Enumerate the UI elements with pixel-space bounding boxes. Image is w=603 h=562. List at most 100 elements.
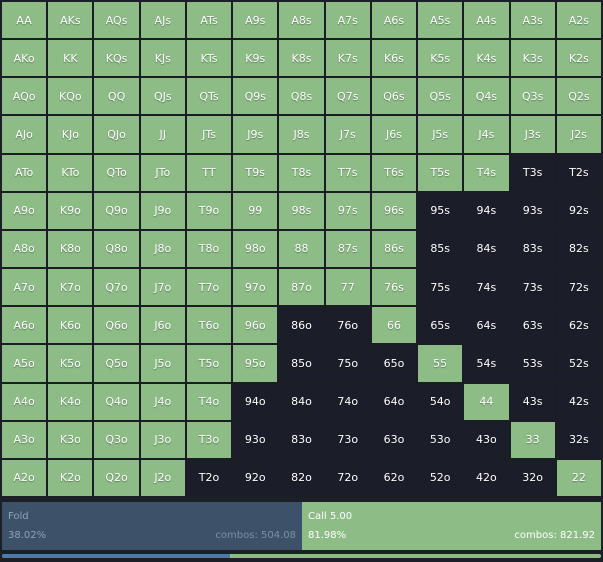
- hand-cell-52s[interactable]: 52s: [556, 345, 601, 382]
- fold-action-panel[interactable]: Fold 38.02% combos: 504.08: [2, 502, 302, 550]
- hand-cell-72s[interactable]: 72s: [556, 269, 601, 306]
- hand-cell-T4o[interactable]: T4o: [186, 383, 232, 420]
- hand-cell-Q4s[interactable]: Q4s: [464, 78, 509, 115]
- hand-cell-J2o[interactable]: J2o: [140, 459, 185, 496]
- hand-cell-AKo[interactable]: AKo: [2, 40, 47, 77]
- hand-cell-74o[interactable]: 74o: [325, 383, 370, 420]
- hand-cell-A3s[interactable]: A3s: [510, 2, 555, 39]
- hand-cell-K8o[interactable]: K8o: [48, 230, 93, 268]
- hand-cell-Q9o[interactable]: Q9o: [94, 192, 139, 229]
- hand-cell-94o[interactable]: 94o: [233, 383, 278, 420]
- hand-cell-J7o[interactable]: J7o: [140, 269, 185, 306]
- hand-cell-J8s[interactable]: J8s: [279, 116, 324, 153]
- hand-cell-T3s[interactable]: T3s: [510, 154, 555, 191]
- hand-cell-T5s[interactable]: T5s: [418, 154, 463, 191]
- hand-cell-62s[interactable]: 62s: [556, 307, 601, 344]
- hand-cell-63o[interactable]: 63o: [371, 421, 417, 458]
- hand-cell-43o[interactable]: 43o: [464, 421, 509, 458]
- hand-cell-KTs[interactable]: KTs: [186, 40, 232, 77]
- hand-cell-K4s[interactable]: K4s: [464, 40, 509, 77]
- hand-cell-92o[interactable]: 92o: [233, 459, 278, 496]
- hand-cell-22[interactable]: 22: [556, 459, 601, 496]
- hand-cell-K4o[interactable]: K4o: [48, 383, 93, 420]
- hand-cell-T6o[interactable]: T6o: [186, 307, 232, 344]
- hand-cell-32o[interactable]: 32o: [510, 459, 555, 496]
- hand-cell-99[interactable]: 99: [233, 192, 278, 229]
- hand-cell-88[interactable]: 88: [279, 230, 324, 268]
- hand-cell-43s[interactable]: 43s: [510, 383, 555, 420]
- hand-cell-A6s[interactable]: A6s: [371, 2, 417, 39]
- hand-cell-J8o[interactable]: J8o: [140, 230, 185, 268]
- hand-cell-87s[interactable]: 87s: [325, 230, 370, 268]
- hand-cell-K3s[interactable]: K3s: [510, 40, 555, 77]
- hand-cell-Q8o[interactable]: Q8o: [94, 230, 139, 268]
- hand-cell-KJo[interactable]: KJo: [48, 116, 93, 153]
- hand-cell-JTo[interactable]: JTo: [140, 154, 185, 191]
- hand-cell-T4s[interactable]: T4s: [464, 154, 509, 191]
- hand-cell-Q2s[interactable]: Q2s: [556, 78, 601, 115]
- hand-cell-K5s[interactable]: K5s: [418, 40, 463, 77]
- hand-cell-AJo[interactable]: AJo: [2, 116, 47, 153]
- hand-cell-Q3s[interactable]: Q3s: [510, 78, 555, 115]
- hand-cell-72o[interactable]: 72o: [325, 459, 370, 496]
- hand-cell-K7s[interactable]: K7s: [325, 40, 370, 77]
- hand-cell-ATs[interactable]: ATs: [186, 2, 232, 39]
- hand-cell-A9o[interactable]: A9o: [2, 192, 47, 229]
- hand-cell-96o[interactable]: 96o: [233, 307, 278, 344]
- hand-cell-ATo[interactable]: ATo: [2, 154, 47, 191]
- hand-cell-QQ[interactable]: QQ: [94, 78, 139, 115]
- hand-cell-Q6s[interactable]: Q6s: [371, 78, 417, 115]
- hand-cell-T7s[interactable]: T7s: [325, 154, 370, 191]
- hand-cell-53o[interactable]: 53o: [418, 421, 463, 458]
- hand-cell-87o[interactable]: 87o: [279, 269, 324, 306]
- hand-cell-T9o[interactable]: T9o: [186, 192, 232, 229]
- hand-cell-QJs[interactable]: QJs: [140, 78, 185, 115]
- hand-cell-A5o[interactable]: A5o: [2, 345, 47, 382]
- hand-cell-K2o[interactable]: K2o: [48, 459, 93, 496]
- hand-cell-84s[interactable]: 84s: [464, 230, 509, 268]
- hand-cell-82o[interactable]: 82o: [279, 459, 324, 496]
- hand-cell-J2s[interactable]: J2s: [556, 116, 601, 153]
- hand-cell-QJo[interactable]: QJo: [94, 116, 139, 153]
- hand-cell-J9o[interactable]: J9o: [140, 192, 185, 229]
- hand-cell-KK[interactable]: KK: [48, 40, 93, 77]
- hand-cell-A8s[interactable]: A8s: [279, 2, 324, 39]
- hand-cell-AA[interactable]: AA: [2, 2, 47, 39]
- hand-cell-J5o[interactable]: J5o: [140, 345, 185, 382]
- hand-cell-94s[interactable]: 94s: [464, 192, 509, 229]
- hand-cell-42o[interactable]: 42o: [464, 459, 509, 496]
- hand-cell-65s[interactable]: 65s: [418, 307, 463, 344]
- hand-cell-J6s[interactable]: J6s: [371, 116, 417, 153]
- hand-cell-K9s[interactable]: K9s: [233, 40, 278, 77]
- hand-cell-K6o[interactable]: K6o: [48, 307, 93, 344]
- hand-cell-85s[interactable]: 85s: [418, 230, 463, 268]
- hand-cell-98o[interactable]: 98o: [233, 230, 278, 268]
- hand-cell-KQo[interactable]: KQo: [48, 78, 93, 115]
- hand-cell-Q5o[interactable]: Q5o: [94, 345, 139, 382]
- hand-cell-K2s[interactable]: K2s: [556, 40, 601, 77]
- hand-cell-44[interactable]: 44: [464, 383, 509, 420]
- hand-cell-52o[interactable]: 52o: [418, 459, 463, 496]
- hand-cell-JTs[interactable]: JTs: [186, 116, 232, 153]
- hand-cell-Q6o[interactable]: Q6o: [94, 307, 139, 344]
- hand-cell-77[interactable]: 77: [325, 269, 370, 306]
- hand-cell-A3o[interactable]: A3o: [2, 421, 47, 458]
- hand-cell-73o[interactable]: 73o: [325, 421, 370, 458]
- hand-cell-J6o[interactable]: J6o: [140, 307, 185, 344]
- hand-cell-Q2o[interactable]: Q2o: [94, 459, 139, 496]
- hand-cell-A4s[interactable]: A4s: [464, 2, 509, 39]
- hand-cell-54s[interactable]: 54s: [464, 345, 509, 382]
- hand-cell-J9s[interactable]: J9s: [233, 116, 278, 153]
- hand-cell-92s[interactable]: 92s: [556, 192, 601, 229]
- hand-cell-QTs[interactable]: QTs: [186, 78, 232, 115]
- hand-cell-95o[interactable]: 95o: [233, 345, 278, 382]
- hand-cell-64s[interactable]: 64s: [464, 307, 509, 344]
- hand-cell-A6o[interactable]: A6o: [2, 307, 47, 344]
- hand-cell-75o[interactable]: 75o: [325, 345, 370, 382]
- hand-cell-J3o[interactable]: J3o: [140, 421, 185, 458]
- hand-cell-T3o[interactable]: T3o: [186, 421, 232, 458]
- hand-cell-33[interactable]: 33: [510, 421, 555, 458]
- hand-cell-62o[interactable]: 62o: [371, 459, 417, 496]
- hand-cell-84o[interactable]: 84o: [279, 383, 324, 420]
- hand-cell-65o[interactable]: 65o: [371, 345, 417, 382]
